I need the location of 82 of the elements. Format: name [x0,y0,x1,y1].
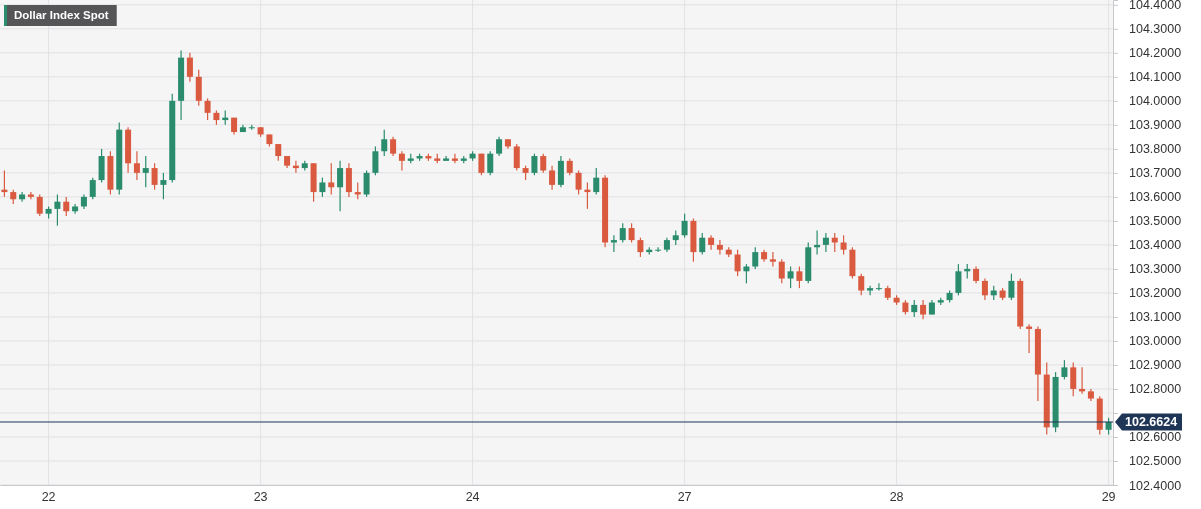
text: Dollar Index Spot [14,9,109,21]
candlestick [787,265,794,289]
candlestick [328,162,335,196]
candlestick [769,251,776,268]
candlestick [151,162,158,191]
candlestick [920,299,927,320]
candlestick [699,232,706,256]
candlestick [716,239,723,256]
candlestick [867,285,874,296]
candlestick [1070,361,1077,397]
candlestick [752,246,759,270]
candlestick [796,265,803,289]
candlestick [54,193,61,227]
candlestick [628,222,635,244]
y-tick-label: 102.8000 [1129,382,1182,397]
x-tick-label: 24 [465,489,480,504]
candlestick [337,160,344,212]
candlestick [487,150,494,176]
candlestick [319,177,326,198]
y-tick-label: 103.6000 [1129,190,1182,205]
candlestick [363,169,370,198]
candlestick [186,52,193,83]
y-tick-label: 102.5000 [1129,454,1182,469]
candlestick [575,169,582,196]
y-tick-label: 103.8000 [1129,142,1182,157]
candlestick [398,150,405,172]
y-tick-label: 104.0000 [1129,94,1182,109]
candlestick [858,273,865,296]
y-tick-label: 103.1000 [1129,310,1182,325]
candlestick [36,193,43,217]
y-tick-label: 103.4000 [1129,238,1182,253]
x-tick-label: 29 [1101,489,1116,504]
candlestick [63,196,70,217]
candlestick [531,153,538,176]
candlestick [708,234,715,251]
candlestick [955,263,962,296]
y-tick-label: 103.5000 [1129,214,1182,229]
candlestick [619,222,626,244]
candlestick [637,237,644,258]
candlestick [778,258,785,284]
y-tick-label: 103.7000 [1129,166,1182,181]
candlestick [734,249,741,277]
candlestick [204,97,211,121]
x-tick-label: 27 [677,489,692,504]
candlestick [89,177,96,200]
candlestick [981,277,988,301]
x-tick-label: 23 [253,489,268,504]
candlestick [875,282,882,292]
y-tick-label: 102.9000 [1129,358,1182,373]
x-tick-label: 28 [889,489,904,504]
y-tick-label: 103.3000 [1129,262,1182,277]
candlestick [549,165,556,191]
candlestick [513,143,520,172]
x-tick-label: 22 [41,489,56,504]
candlestick [451,153,458,164]
candlestick [496,136,503,157]
ref-line-label: 102.6624 [1125,415,1178,430]
y-tick-label: 102.6000 [1129,430,1182,445]
y-tick-label: 103.0000 [1129,334,1182,349]
candlestick [133,150,140,181]
candlestick [160,172,167,200]
y-tick-label: 104.3000 [1129,22,1182,37]
y-tick-label: 104.2000 [1129,46,1182,61]
candlestick [142,155,149,188]
y-tick-label: 104.4000 [1129,0,1182,13]
candlestick [372,145,379,176]
candlestick [381,129,388,157]
candlestick [610,234,617,253]
candlestick [681,213,688,239]
y-tick-label: 103.9000 [1129,118,1182,133]
candlestick [1061,359,1068,380]
candlestick [831,232,838,253]
candlestick [390,136,397,157]
candlestick [655,246,662,253]
y-tick-label: 102.4000 [1129,478,1182,493]
candlestick [593,167,600,196]
y-tick-label: 103.2000 [1129,286,1182,301]
candlestick [540,153,547,174]
y-tick-label: 104.1000 [1129,70,1182,85]
candlestick [822,232,829,253]
candlestick [1008,273,1015,301]
candlestick [840,234,847,256]
